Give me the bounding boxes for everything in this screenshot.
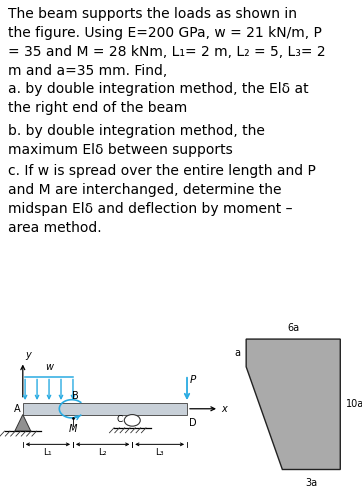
Text: B: B — [72, 391, 79, 401]
Text: x: x — [221, 404, 227, 414]
Text: b. by double integration method, the
maximum Elδ between supports: b. by double integration method, the max… — [8, 124, 265, 157]
Text: y: y — [25, 350, 31, 360]
Circle shape — [124, 414, 140, 426]
Text: P: P — [189, 375, 195, 385]
Text: w: w — [45, 362, 53, 371]
Text: 10a: 10a — [346, 399, 362, 410]
Text: 6a: 6a — [287, 323, 299, 332]
Text: L₃: L₃ — [155, 448, 164, 457]
Text: 3a: 3a — [305, 478, 317, 488]
Text: D: D — [189, 418, 197, 428]
Text: c. If w is spread over the entire length and P
and M are interchanged, determine: c. If w is spread over the entire length… — [8, 164, 316, 235]
Text: L₁: L₁ — [43, 448, 52, 457]
Polygon shape — [246, 339, 340, 469]
Text: A: A — [14, 404, 21, 414]
Text: The beam supports the loads as shown in
the figure. Using E=200 GPa, w = 21 kN/m: The beam supports the loads as shown in … — [8, 7, 326, 78]
Text: M: M — [69, 424, 77, 434]
Text: a. by double integration method, the Elδ at
the right end of the beam: a. by double integration method, the Elδ… — [8, 82, 309, 115]
Polygon shape — [15, 414, 31, 431]
Text: C: C — [117, 415, 123, 424]
Text: L₂: L₂ — [98, 448, 107, 457]
Text: a: a — [234, 348, 240, 358]
Bar — [23, 403, 187, 414]
